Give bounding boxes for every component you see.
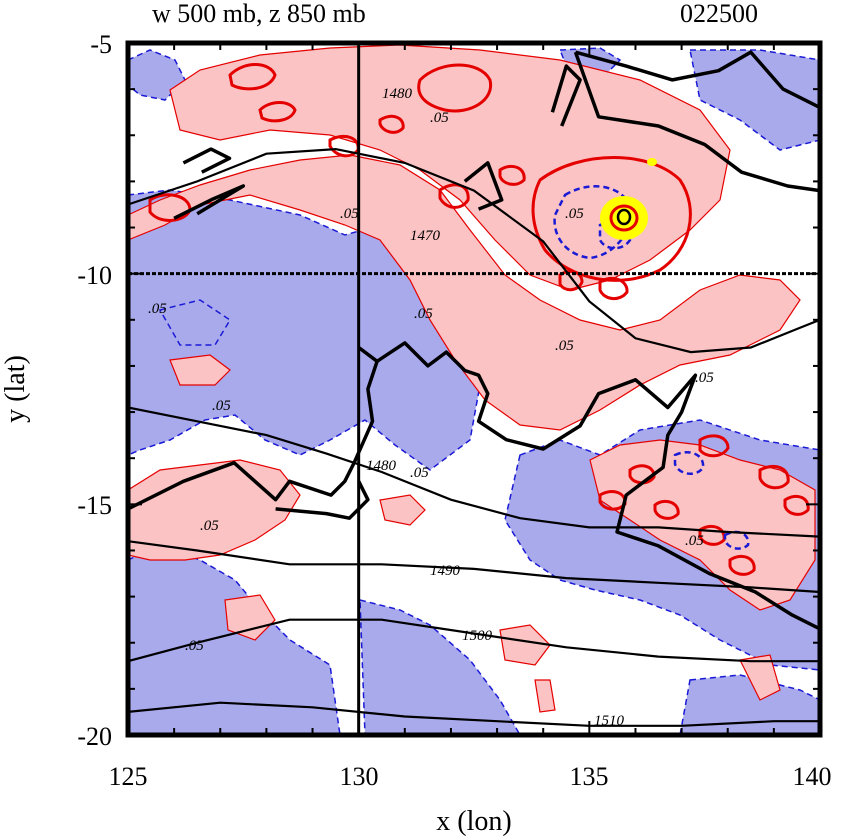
z-contour-label: 1510 xyxy=(594,713,625,729)
ascent-region xyxy=(224,594,276,641)
z-contour-label: 1480 xyxy=(382,86,413,102)
w-contour-label: .05 xyxy=(410,465,429,481)
max-core xyxy=(600,158,657,240)
descent-region xyxy=(128,544,341,735)
w-contour-label: .05 xyxy=(695,370,714,386)
ascent-region xyxy=(128,154,801,431)
w-contour-label: .05 xyxy=(148,301,167,317)
z-contour-label: 1490 xyxy=(430,563,461,579)
height-contour-line xyxy=(128,701,820,727)
w-contour-label: .05 xyxy=(212,398,231,414)
descent-region xyxy=(158,299,232,346)
coastline xyxy=(275,480,370,520)
y-axis-label: y (lat) xyxy=(0,355,31,423)
crosshair xyxy=(128,43,820,735)
plot-frame xyxy=(125,40,823,738)
ascent-region xyxy=(379,494,426,526)
w-contour-label: .05 xyxy=(430,110,449,126)
coastlines xyxy=(128,50,820,631)
z-contour-label: 1480 xyxy=(366,458,397,474)
y-tick-label: -20 xyxy=(77,722,112,751)
x-tick-label: 125 xyxy=(109,762,148,791)
y-tick-label: -10 xyxy=(77,261,112,290)
x-tick-label: 135 xyxy=(570,762,609,791)
coastline xyxy=(575,50,820,110)
y-tick-label: -5 xyxy=(90,30,112,59)
ascent-region xyxy=(499,624,551,666)
x-tick-label: 130 xyxy=(340,762,379,791)
descent-region xyxy=(128,189,481,471)
w-contour-label: .05 xyxy=(555,338,574,354)
height-contour-line xyxy=(128,540,820,594)
y-tick-label: -15 xyxy=(77,491,112,520)
z-contour-label: 1500 xyxy=(462,628,493,644)
w-contour-label: .05 xyxy=(414,306,433,322)
coastline xyxy=(573,51,820,193)
coastline xyxy=(463,161,504,211)
coastline xyxy=(550,64,582,127)
descent-region xyxy=(359,599,521,735)
ascent-region xyxy=(534,679,556,713)
height-contours xyxy=(128,147,820,727)
timestamp-label: 022500 xyxy=(680,0,758,28)
x-tick-label: 140 xyxy=(793,762,832,791)
ascent-region xyxy=(169,354,231,386)
descent-region xyxy=(689,49,820,151)
w-contour-label: .05 xyxy=(565,206,584,222)
z-contour-label: 1470 xyxy=(410,228,441,244)
height-contour-line xyxy=(128,406,820,538)
plot-area: .05 .05 .05 .05 .05 .05 .05 .05 .05 .05 … xyxy=(128,43,820,735)
x-axis-label: x (lon) xyxy=(436,806,511,837)
axis-ticks xyxy=(127,42,821,736)
contour-labels: .05 .05 .05 .05 .05 .05 .05 .05 .05 .05 … xyxy=(148,86,714,729)
w-contour-label: .05 xyxy=(185,638,204,654)
w-contour-label: .05 xyxy=(200,518,219,534)
height-contour-line xyxy=(128,618,820,663)
w-contour-label: .05 xyxy=(685,533,704,549)
w-contour-label: .05 xyxy=(340,206,359,222)
coastline xyxy=(173,184,246,220)
map-title: w 500 mb, z 850 mb xyxy=(152,0,366,28)
coastline xyxy=(357,341,820,631)
coastline xyxy=(128,360,379,511)
coastline xyxy=(182,147,232,174)
descent-region xyxy=(679,674,820,735)
ascent-contours xyxy=(148,63,810,576)
ascent-region xyxy=(739,654,781,701)
height-contour-line xyxy=(128,147,820,354)
